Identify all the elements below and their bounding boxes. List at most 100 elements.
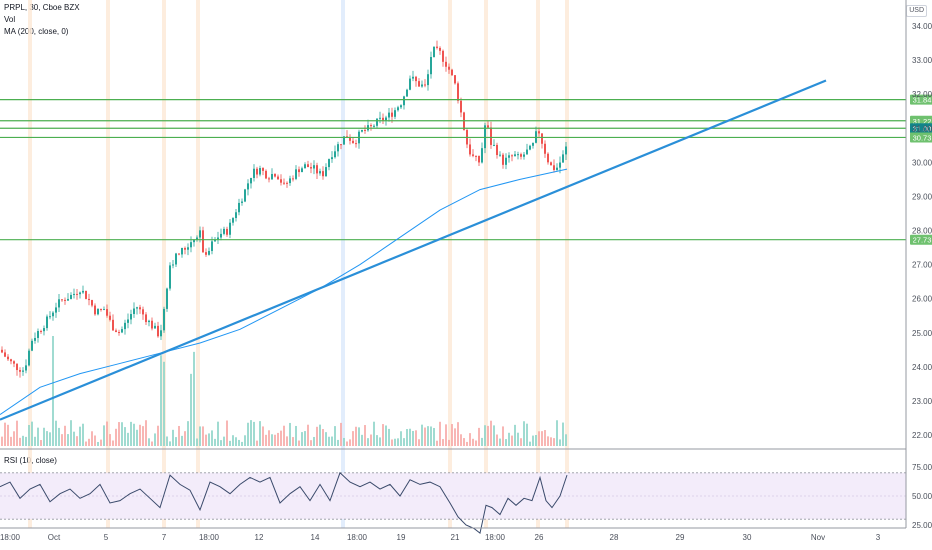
volume-bar bbox=[310, 440, 312, 446]
volume-bar bbox=[295, 425, 297, 446]
candle-body bbox=[46, 316, 48, 329]
time-tick-label: 18:00 bbox=[485, 533, 506, 542]
volume-bar bbox=[151, 441, 153, 446]
rsi-tick-label: 75.00 bbox=[912, 463, 932, 472]
volume-bar bbox=[415, 430, 417, 446]
candle-body bbox=[22, 370, 24, 372]
volume-bar bbox=[55, 420, 57, 446]
volume-bar bbox=[70, 420, 72, 446]
volume-bar bbox=[388, 428, 390, 446]
volume-bar bbox=[541, 431, 543, 446]
candle-body bbox=[484, 125, 486, 149]
candle-body bbox=[202, 230, 204, 253]
volume-bar bbox=[178, 425, 180, 446]
candle-body bbox=[313, 165, 315, 169]
volume-bar bbox=[472, 438, 474, 446]
candle-body bbox=[547, 153, 549, 163]
volume-bar bbox=[496, 434, 498, 446]
level-tag-label: 31.84 bbox=[913, 96, 932, 105]
volume-bar bbox=[427, 426, 429, 446]
ma200-line bbox=[0, 168, 568, 415]
volume-bar bbox=[493, 425, 495, 446]
volume-bar bbox=[58, 427, 60, 446]
volume-bar bbox=[550, 437, 552, 446]
price-tick-label: 28.00 bbox=[912, 227, 932, 236]
time-tick-label: 19 bbox=[397, 533, 406, 542]
volume-bar bbox=[382, 424, 384, 446]
candle-body bbox=[232, 218, 234, 223]
volume-bar bbox=[298, 440, 300, 446]
candle-body bbox=[91, 300, 93, 306]
candle-body bbox=[37, 331, 39, 338]
volume-bar bbox=[361, 434, 363, 446]
candle-body bbox=[43, 328, 45, 332]
volume-bar bbox=[259, 421, 261, 446]
candle-body bbox=[415, 76, 417, 82]
candle-body bbox=[85, 290, 87, 299]
candle-body bbox=[553, 165, 555, 170]
volume-bar bbox=[499, 438, 501, 446]
candle-body bbox=[430, 56, 432, 75]
volume-bar bbox=[16, 420, 18, 446]
session-band bbox=[341, 0, 345, 528]
candle-body bbox=[229, 222, 231, 235]
candle-body bbox=[133, 308, 135, 315]
volume-bar bbox=[73, 431, 75, 446]
volume-bar bbox=[133, 423, 135, 446]
volume-bar bbox=[109, 434, 111, 446]
candle-body bbox=[385, 117, 387, 121]
volume-bar bbox=[454, 428, 456, 446]
volume-bar bbox=[175, 437, 177, 446]
candle-body bbox=[67, 298, 69, 301]
candle-body bbox=[151, 320, 153, 329]
candle-body bbox=[457, 83, 459, 101]
volume-bar bbox=[106, 421, 108, 446]
candle-body bbox=[166, 288, 168, 309]
candle-body bbox=[274, 174, 276, 177]
candle-body bbox=[301, 168, 303, 173]
candle-body bbox=[118, 332, 120, 334]
level-tag-label: 31.22 bbox=[913, 117, 932, 126]
volume-bar bbox=[334, 426, 336, 446]
candle-body bbox=[217, 237, 219, 240]
session-band bbox=[162, 0, 166, 528]
candle-body bbox=[172, 264, 174, 266]
candle-body bbox=[139, 307, 141, 310]
volume-bar bbox=[223, 436, 225, 446]
candle-body bbox=[244, 189, 246, 202]
volume-bar bbox=[373, 421, 375, 446]
candle-body bbox=[178, 253, 180, 255]
volume-bar bbox=[352, 431, 354, 446]
candle-body bbox=[337, 144, 339, 152]
candle-body bbox=[124, 322, 126, 330]
price-tick-label: 29.00 bbox=[912, 192, 932, 201]
candle-body bbox=[7, 356, 9, 360]
volume-bar bbox=[559, 439, 561, 446]
candle-body bbox=[481, 148, 483, 163]
candle-body bbox=[382, 117, 384, 121]
level-tag bbox=[910, 234, 932, 245]
candle-body bbox=[295, 169, 297, 179]
candle-body bbox=[193, 239, 195, 243]
volume-bar bbox=[523, 421, 525, 446]
volume-bar bbox=[19, 437, 21, 446]
candle-body bbox=[328, 159, 330, 168]
candle-body bbox=[550, 162, 552, 166]
volume-bar bbox=[208, 433, 210, 446]
candle-body bbox=[454, 75, 456, 84]
candle-body bbox=[460, 100, 462, 113]
time-tick-label: 18:00 bbox=[347, 533, 368, 542]
volume-bar bbox=[556, 420, 558, 446]
candle-body bbox=[436, 46, 438, 48]
session-band bbox=[484, 0, 488, 528]
volume-bar bbox=[274, 434, 276, 446]
volume-bar bbox=[529, 441, 531, 446]
volume-bar bbox=[211, 430, 213, 446]
volume-bar bbox=[277, 432, 279, 446]
currency-badge[interactable]: USD bbox=[906, 5, 927, 17]
price-tick-label: 26.00 bbox=[912, 295, 932, 304]
candle-body bbox=[409, 78, 411, 90]
candle-body bbox=[226, 228, 228, 235]
